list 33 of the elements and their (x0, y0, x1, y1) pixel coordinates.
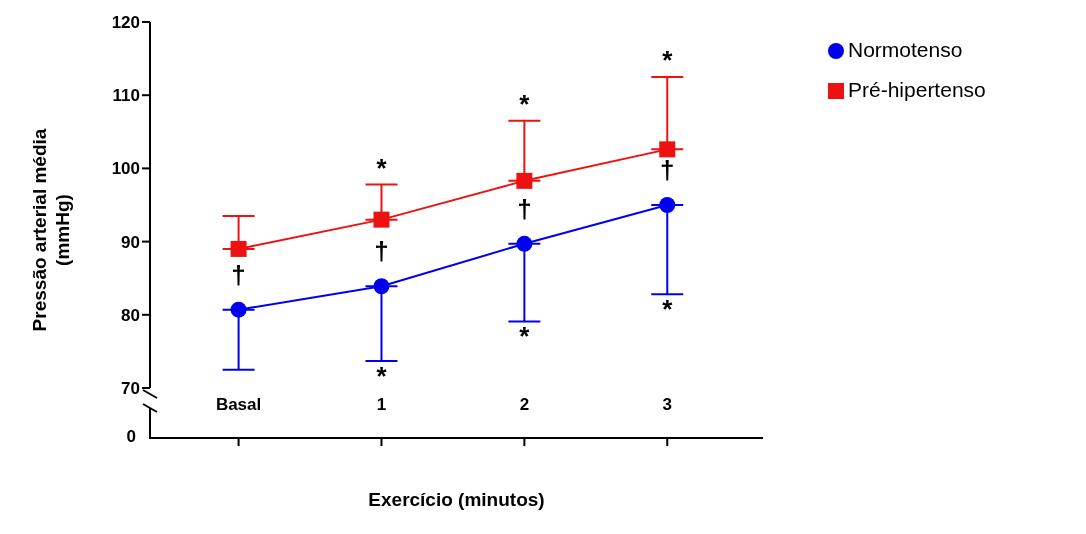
annotation: † (374, 236, 389, 267)
legend-label: Pré-hipertenso (848, 78, 986, 101)
x-tick-label: 3 (662, 395, 672, 415)
x-axis-title: Exercício (minutos) (368, 489, 545, 510)
annotation: * (519, 88, 531, 119)
legend-label: Normotenso (848, 38, 963, 61)
y-tick-label: 70 (121, 379, 140, 399)
point (659, 141, 676, 158)
annotation: * (376, 152, 388, 183)
y-tick-label: 80 (121, 305, 140, 325)
annotation: † (517, 193, 532, 224)
point (516, 172, 533, 189)
point (230, 240, 247, 257)
point (373, 211, 390, 228)
y-tick-label: 120 (111, 13, 140, 33)
annotation: * (662, 44, 674, 75)
y-tick-label: 100 (111, 159, 140, 179)
y-tick-label: 90 (121, 232, 140, 252)
y-axis-title: Pressão arterial média (mmHg) (29, 128, 73, 332)
x-tick-label: Basal (215, 395, 262, 415)
point (659, 197, 676, 213)
annotation: * (519, 321, 531, 352)
x-tick-label: 2 (519, 395, 530, 415)
point (516, 235, 533, 252)
annotation: * (376, 360, 388, 391)
point (373, 278, 390, 295)
point (230, 301, 247, 318)
annotation: * (662, 294, 674, 325)
text: 0 (125, 427, 136, 447)
annotation: † (231, 259, 246, 290)
x-tick-label: 1 (376, 395, 387, 415)
annotation: † (660, 155, 675, 185)
y-tick-label: 110 (112, 86, 140, 106)
